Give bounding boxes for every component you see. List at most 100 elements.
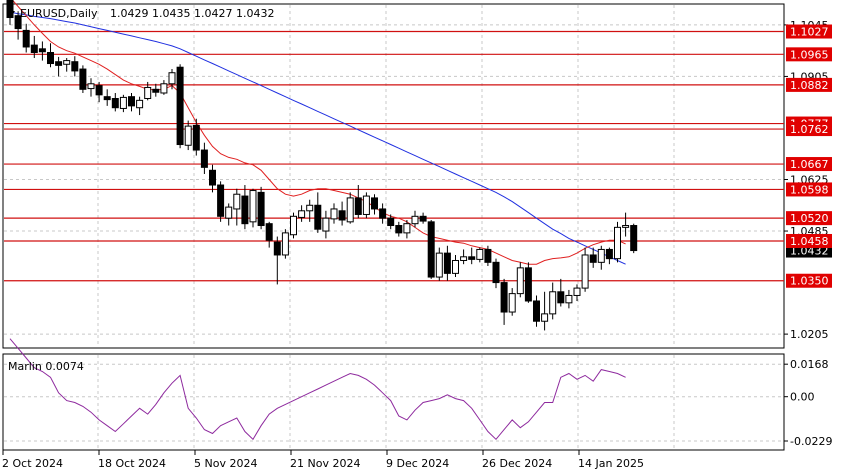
level-label-bg — [786, 273, 832, 288]
candle-body — [168, 72, 176, 85]
candle-body — [443, 252, 451, 274]
candle-body — [330, 208, 338, 220]
candle-body — [403, 223, 411, 234]
candle-body — [630, 225, 638, 252]
level-label-bg — [786, 182, 832, 197]
candle-body — [322, 217, 330, 232]
candle-body — [622, 225, 630, 228]
candle-body — [435, 252, 443, 278]
price-panel — [2, 3, 785, 349]
level-label: 1.0458 — [790, 235, 829, 248]
candle-body — [257, 191, 265, 227]
time-tick-label: 5 Nov 2024 — [194, 457, 257, 470]
candle-body — [419, 215, 427, 222]
time-tick-label: 21 Nov 2024 — [290, 457, 360, 470]
candle-body — [338, 210, 346, 221]
candle-body — [549, 291, 557, 315]
time-tick-label: 9 Dec 2024 — [386, 457, 449, 470]
candle-body — [605, 248, 613, 260]
candle-body — [209, 169, 216, 186]
candle-body — [306, 204, 314, 212]
candle-body — [460, 256, 468, 261]
candle-body — [95, 85, 103, 96]
candle-body — [508, 293, 516, 313]
candle-body — [492, 261, 500, 284]
level-label: 1.0350 — [790, 275, 829, 288]
horizontal-levels[interactable] — [4, 30, 784, 282]
candle-body — [476, 248, 484, 260]
level-label-bg — [786, 157, 832, 172]
candle-body — [411, 215, 419, 225]
candle-body — [281, 232, 289, 256]
candle-body — [597, 248, 605, 263]
candle-body — [160, 83, 168, 94]
candle-body — [273, 241, 281, 256]
candle-body — [371, 197, 378, 210]
candle-body — [427, 221, 435, 278]
candle-body — [573, 287, 581, 296]
level-label-bg — [786, 24, 832, 39]
candle-body — [541, 313, 549, 322]
level-label: 1.0965 — [790, 48, 829, 61]
candle-body — [533, 300, 540, 322]
fast-ma-line — [11, 0, 626, 265]
time-tick-label: 14 Jan 2025 — [578, 457, 644, 470]
candle-body — [241, 195, 249, 225]
candle-body — [500, 282, 508, 313]
candle-body — [290, 215, 297, 236]
indicator-tick-label: -0.0229 — [790, 435, 832, 448]
candle-body — [128, 96, 135, 107]
candle-body — [152, 88, 160, 93]
level-labels: 1.10271.09651.08821.07771.07621.06671.05… — [786, 24, 832, 288]
candle-body — [30, 44, 38, 53]
candle-body — [14, 15, 22, 30]
indicator-tick-label: 0.00 — [790, 391, 815, 404]
candle-body — [565, 294, 573, 304]
indicator-label: Marlin 0.0074 — [8, 360, 84, 373]
time-tick-label: 2 Oct 2024 — [2, 457, 63, 470]
candle-body — [614, 226, 621, 260]
ohlc-values: 1.0429 1.0435 1.0427 1.0432 — [110, 7, 274, 20]
dropdown-triangle-icon[interactable] — [7, 11, 15, 17]
candle-body — [265, 223, 273, 241]
candle-body — [22, 29, 30, 48]
candle-body — [136, 99, 144, 109]
level-label: 1.0598 — [790, 183, 829, 196]
candle-body — [249, 190, 257, 223]
candle-body — [192, 124, 200, 151]
candle-body — [484, 248, 492, 263]
marlin-indicator — [9, 338, 626, 441]
candle-body — [217, 184, 225, 217]
candle-body — [225, 206, 233, 219]
candle-body — [87, 83, 95, 90]
slow-ma-line — [9, 11, 626, 265]
candle-body — [119, 96, 127, 109]
candle-body — [452, 259, 459, 274]
level-label: 1.0667 — [790, 158, 829, 171]
candle-body — [298, 210, 306, 218]
level-label: 1.0882 — [790, 79, 829, 92]
candle-body — [200, 149, 208, 168]
candle-body — [38, 48, 46, 53]
candle-body — [6, 0, 14, 19]
indicator-axis: 0.0168 0.00 -0.0229 — [784, 358, 832, 448]
marlin-line — [9, 338, 626, 441]
candle-body — [346, 197, 354, 223]
candle-body — [468, 256, 476, 260]
candle-body — [63, 60, 71, 65]
candle-body — [395, 225, 403, 234]
candle-body — [184, 125, 192, 146]
indicator-panel — [2, 353, 785, 451]
moving-averages — [9, 0, 626, 265]
time-tick-label: 26 Dec 2024 — [482, 457, 552, 470]
time-axis: 2 Oct 2024 18 Oct 2024 5 Nov 2024 21 Nov 20… — [2, 450, 644, 470]
candle-body — [379, 208, 387, 219]
time-tick-label: 18 Oct 2024 — [98, 457, 166, 470]
candle-body — [144, 86, 152, 100]
level-label: 1.1027 — [790, 26, 829, 39]
candle-body — [362, 195, 370, 215]
grid — [4, 5, 783, 449]
candle-body — [387, 217, 395, 227]
